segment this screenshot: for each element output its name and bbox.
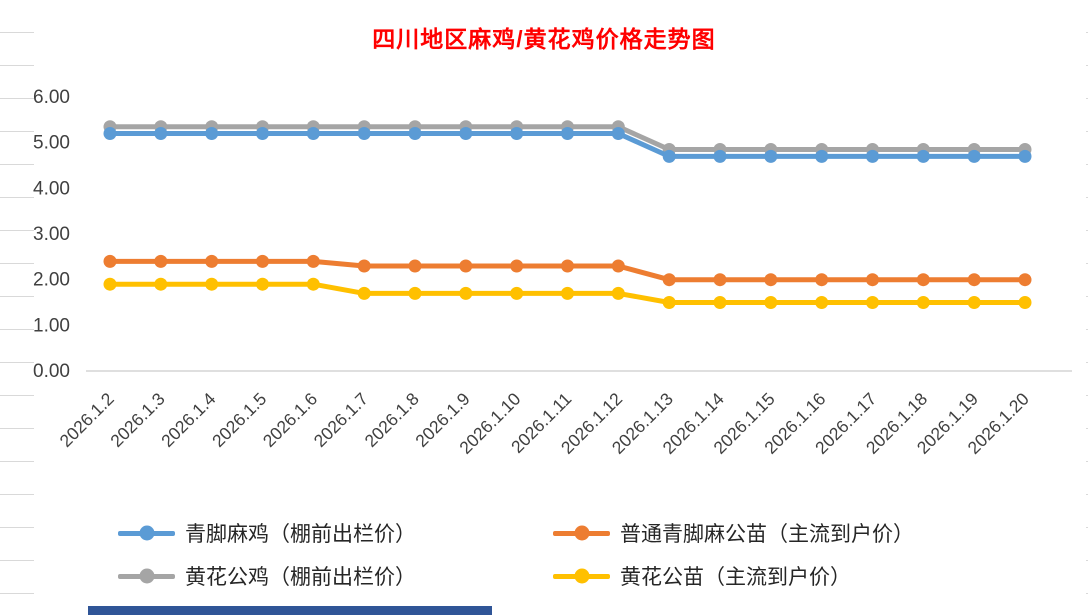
- data-point-marker: [154, 254, 168, 268]
- data-point-marker: [611, 127, 625, 140]
- x-axis-label: 2026.1.5: [208, 389, 270, 451]
- data-point-marker: [154, 127, 168, 140]
- legend-marker-line: [118, 568, 175, 584]
- data-point-marker: [662, 296, 676, 309]
- data-point-marker: [154, 277, 168, 291]
- selected-cell-highlight: [88, 606, 492, 615]
- data-point-marker: [357, 259, 371, 273]
- data-point-marker: [256, 127, 269, 140]
- legend-label: 黄花公苗（主流到户价）: [620, 566, 851, 589]
- data-point-marker: [510, 259, 524, 273]
- y-tick-label: 1.00: [33, 315, 70, 336]
- legend-label: 普通青脚麻公苗（主流到户价）: [620, 523, 914, 546]
- data-point-marker: [713, 149, 727, 163]
- data-point-marker: [1018, 149, 1032, 163]
- legend-item-0[interactable]: 青脚麻鸡（棚前出栏价）: [118, 520, 416, 546]
- data-point-marker: [764, 273, 778, 287]
- chart-title[interactable]: 四川地区麻鸡/黄花鸡价格走势图: [372, 26, 716, 52]
- legend-marker-dot: [574, 525, 589, 541]
- data-point-marker: [1018, 296, 1032, 309]
- data-point-marker: [561, 127, 574, 140]
- x-axis-label: 2026.1.7: [310, 389, 372, 451]
- data-point-marker: [764, 296, 778, 309]
- legend-marker-line: [553, 568, 610, 584]
- data-point-marker: [662, 149, 676, 163]
- legend-marker-dot: [139, 568, 154, 584]
- data-point-marker: [459, 259, 473, 273]
- data-point-marker: [256, 254, 269, 268]
- x-axis-label: 2026.1.3: [106, 389, 168, 451]
- data-point-marker: [561, 286, 574, 300]
- y-tick-label: 5.00: [33, 133, 70, 154]
- data-point-marker: [357, 286, 371, 300]
- data-point-marker: [1018, 273, 1032, 287]
- data-point-marker: [611, 286, 625, 300]
- data-point-marker: [205, 254, 219, 268]
- data-point-marker: [103, 277, 117, 291]
- data-point-marker: [510, 286, 524, 300]
- legend-label: 青脚麻鸡（棚前出栏价）: [185, 523, 416, 546]
- y-tick-label: 2.00: [33, 270, 70, 291]
- data-point-marker: [561, 259, 574, 273]
- data-point-marker: [866, 296, 879, 309]
- data-point-marker: [357, 127, 371, 140]
- y-tick-label: 4.00: [33, 178, 70, 199]
- data-point-marker: [205, 127, 219, 140]
- legend-marker-line: [118, 525, 175, 541]
- data-point-marker: [306, 254, 320, 268]
- data-point-marker: [764, 149, 778, 163]
- data-point-marker: [306, 127, 320, 140]
- data-point-marker: [916, 149, 930, 163]
- data-point-marker: [967, 273, 981, 287]
- x-axis-label: 2026.1.8: [361, 389, 423, 451]
- data-point-marker: [866, 273, 879, 287]
- y-tick-label: 3.00: [33, 224, 70, 245]
- data-point-marker: [967, 149, 981, 163]
- data-point-marker: [408, 286, 422, 300]
- data-point-marker: [306, 277, 320, 291]
- data-point-marker: [916, 296, 930, 309]
- data-point-marker: [713, 296, 727, 309]
- legend-label: 黄花公鸡（棚前出栏价）: [185, 566, 416, 589]
- data-point-marker: [408, 127, 422, 140]
- x-axis-label: 2026.1.2: [56, 389, 118, 451]
- data-point-marker: [815, 273, 829, 287]
- data-point-marker: [713, 273, 727, 287]
- legend-marker-dot: [139, 525, 154, 541]
- legend-marker-dot: [574, 568, 589, 584]
- legend-item-3[interactable]: 黄花公苗（主流到户价）: [553, 563, 851, 589]
- data-point-marker: [205, 277, 219, 291]
- x-axis-label: 2026.1.6: [259, 389, 321, 451]
- data-point-marker: [916, 273, 930, 287]
- data-point-marker: [815, 149, 829, 163]
- x-axis-label: 2026.1.4: [157, 389, 219, 451]
- data-point-marker: [103, 254, 117, 268]
- y-tick-label: 6.00: [33, 87, 70, 108]
- legend-item-1[interactable]: 黄花公鸡（棚前出栏价）: [118, 563, 416, 589]
- data-point-marker: [103, 127, 117, 140]
- data-point-marker: [256, 277, 269, 291]
- data-point-marker: [510, 127, 524, 140]
- data-point-marker: [866, 149, 879, 163]
- legend-item-2[interactable]: 普通青脚麻公苗（主流到户价）: [553, 520, 914, 546]
- y-tick-label: 0.00: [33, 361, 70, 382]
- data-point-marker: [459, 127, 473, 140]
- data-point-marker: [815, 296, 829, 309]
- data-point-marker: [662, 273, 676, 287]
- legend-marker-line: [553, 525, 610, 541]
- data-point-marker: [967, 296, 981, 309]
- data-point-marker: [459, 286, 473, 300]
- data-point-marker: [408, 259, 422, 273]
- data-point-marker: [611, 259, 625, 273]
